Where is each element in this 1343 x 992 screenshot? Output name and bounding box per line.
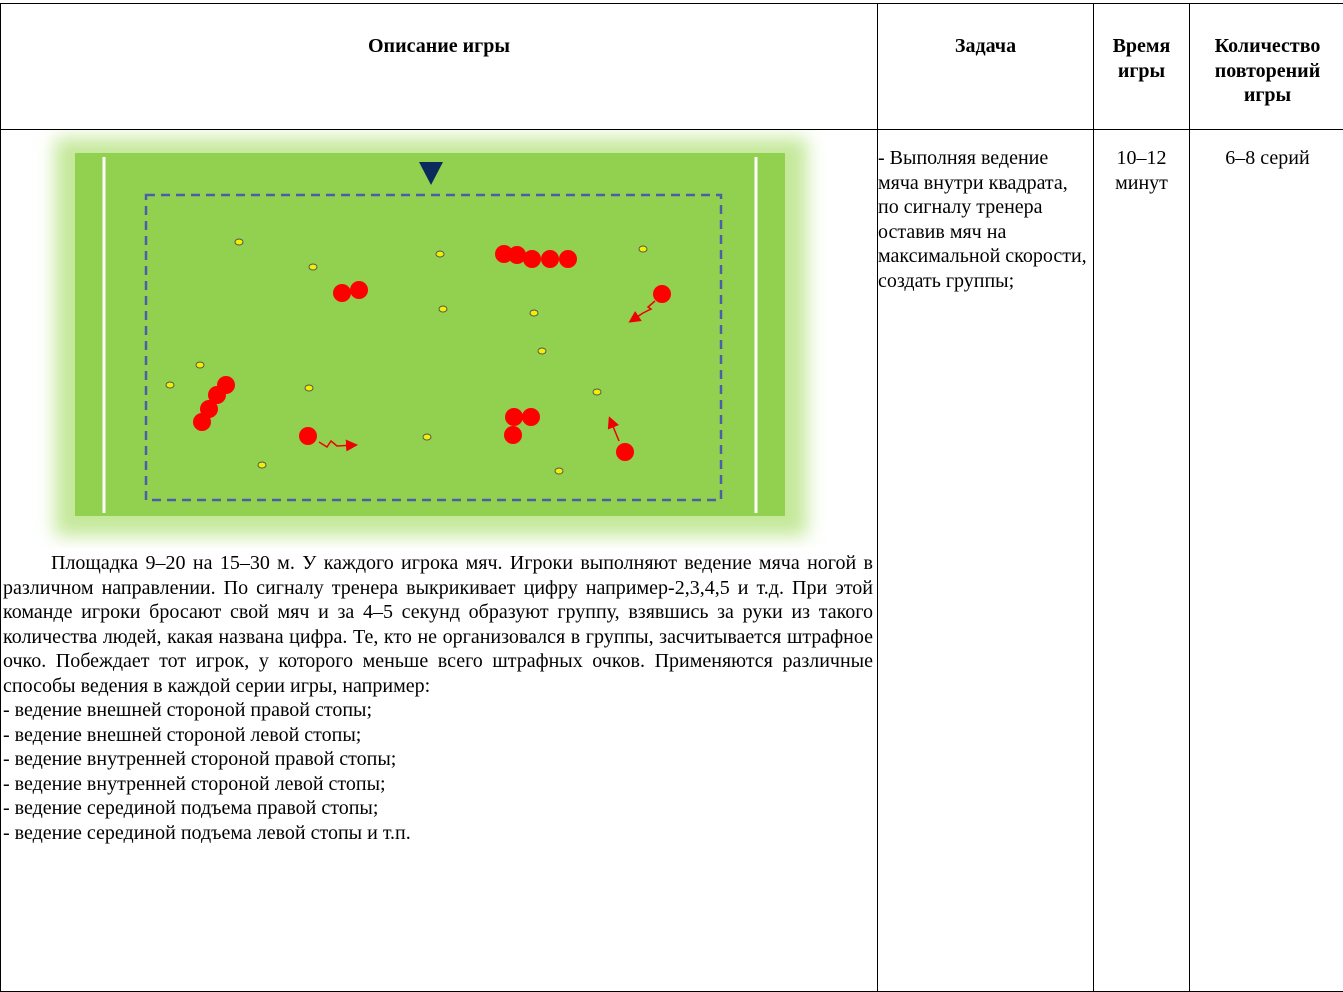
repetitions-cell: 6–8 серий	[1190, 130, 1343, 992]
header-row: Описание игры Задача Время игры Количест…	[1, 4, 1343, 130]
list-item: - ведение серединой подъема правой стопы…	[3, 796, 873, 821]
time-cell: 10–12 минут	[1094, 130, 1190, 992]
game-table: Описание игры Задача Время игры Количест…	[0, 3, 1343, 992]
list-item: - ведение внешней стороной левой стопы;	[3, 723, 873, 748]
description-paragraph: Площадка 9–20 на 15–30 м. У каждого игро…	[3, 551, 873, 698]
item-list: - ведение внешней стороной правой стопы;…	[3, 698, 873, 845]
task-cell: - Выполняя ведение мяча внутри квадрата,…	[878, 130, 1094, 992]
list-item: - ведение внутренней стороной правой сто…	[3, 747, 873, 772]
field-diagram	[3, 130, 873, 548]
header-cell: Описание игры	[1, 4, 878, 130]
header-cell: Задача	[878, 4, 1094, 130]
list-item: - ведение внешней стороной правой стопы;	[3, 698, 873, 723]
list-item: - ведение серединой подъема левой стопы …	[3, 821, 873, 846]
body-row: Площадка 9–20 на 15–30 м. У каждого игро…	[1, 130, 1343, 992]
list-item: - ведение внутренней стороной левой стоп…	[3, 772, 873, 797]
header-cell: Количество повторений игры	[1190, 4, 1343, 130]
description-cell: Площадка 9–20 на 15–30 м. У каждого игро…	[1, 130, 878, 992]
header-cell: Время игры	[1094, 4, 1190, 130]
